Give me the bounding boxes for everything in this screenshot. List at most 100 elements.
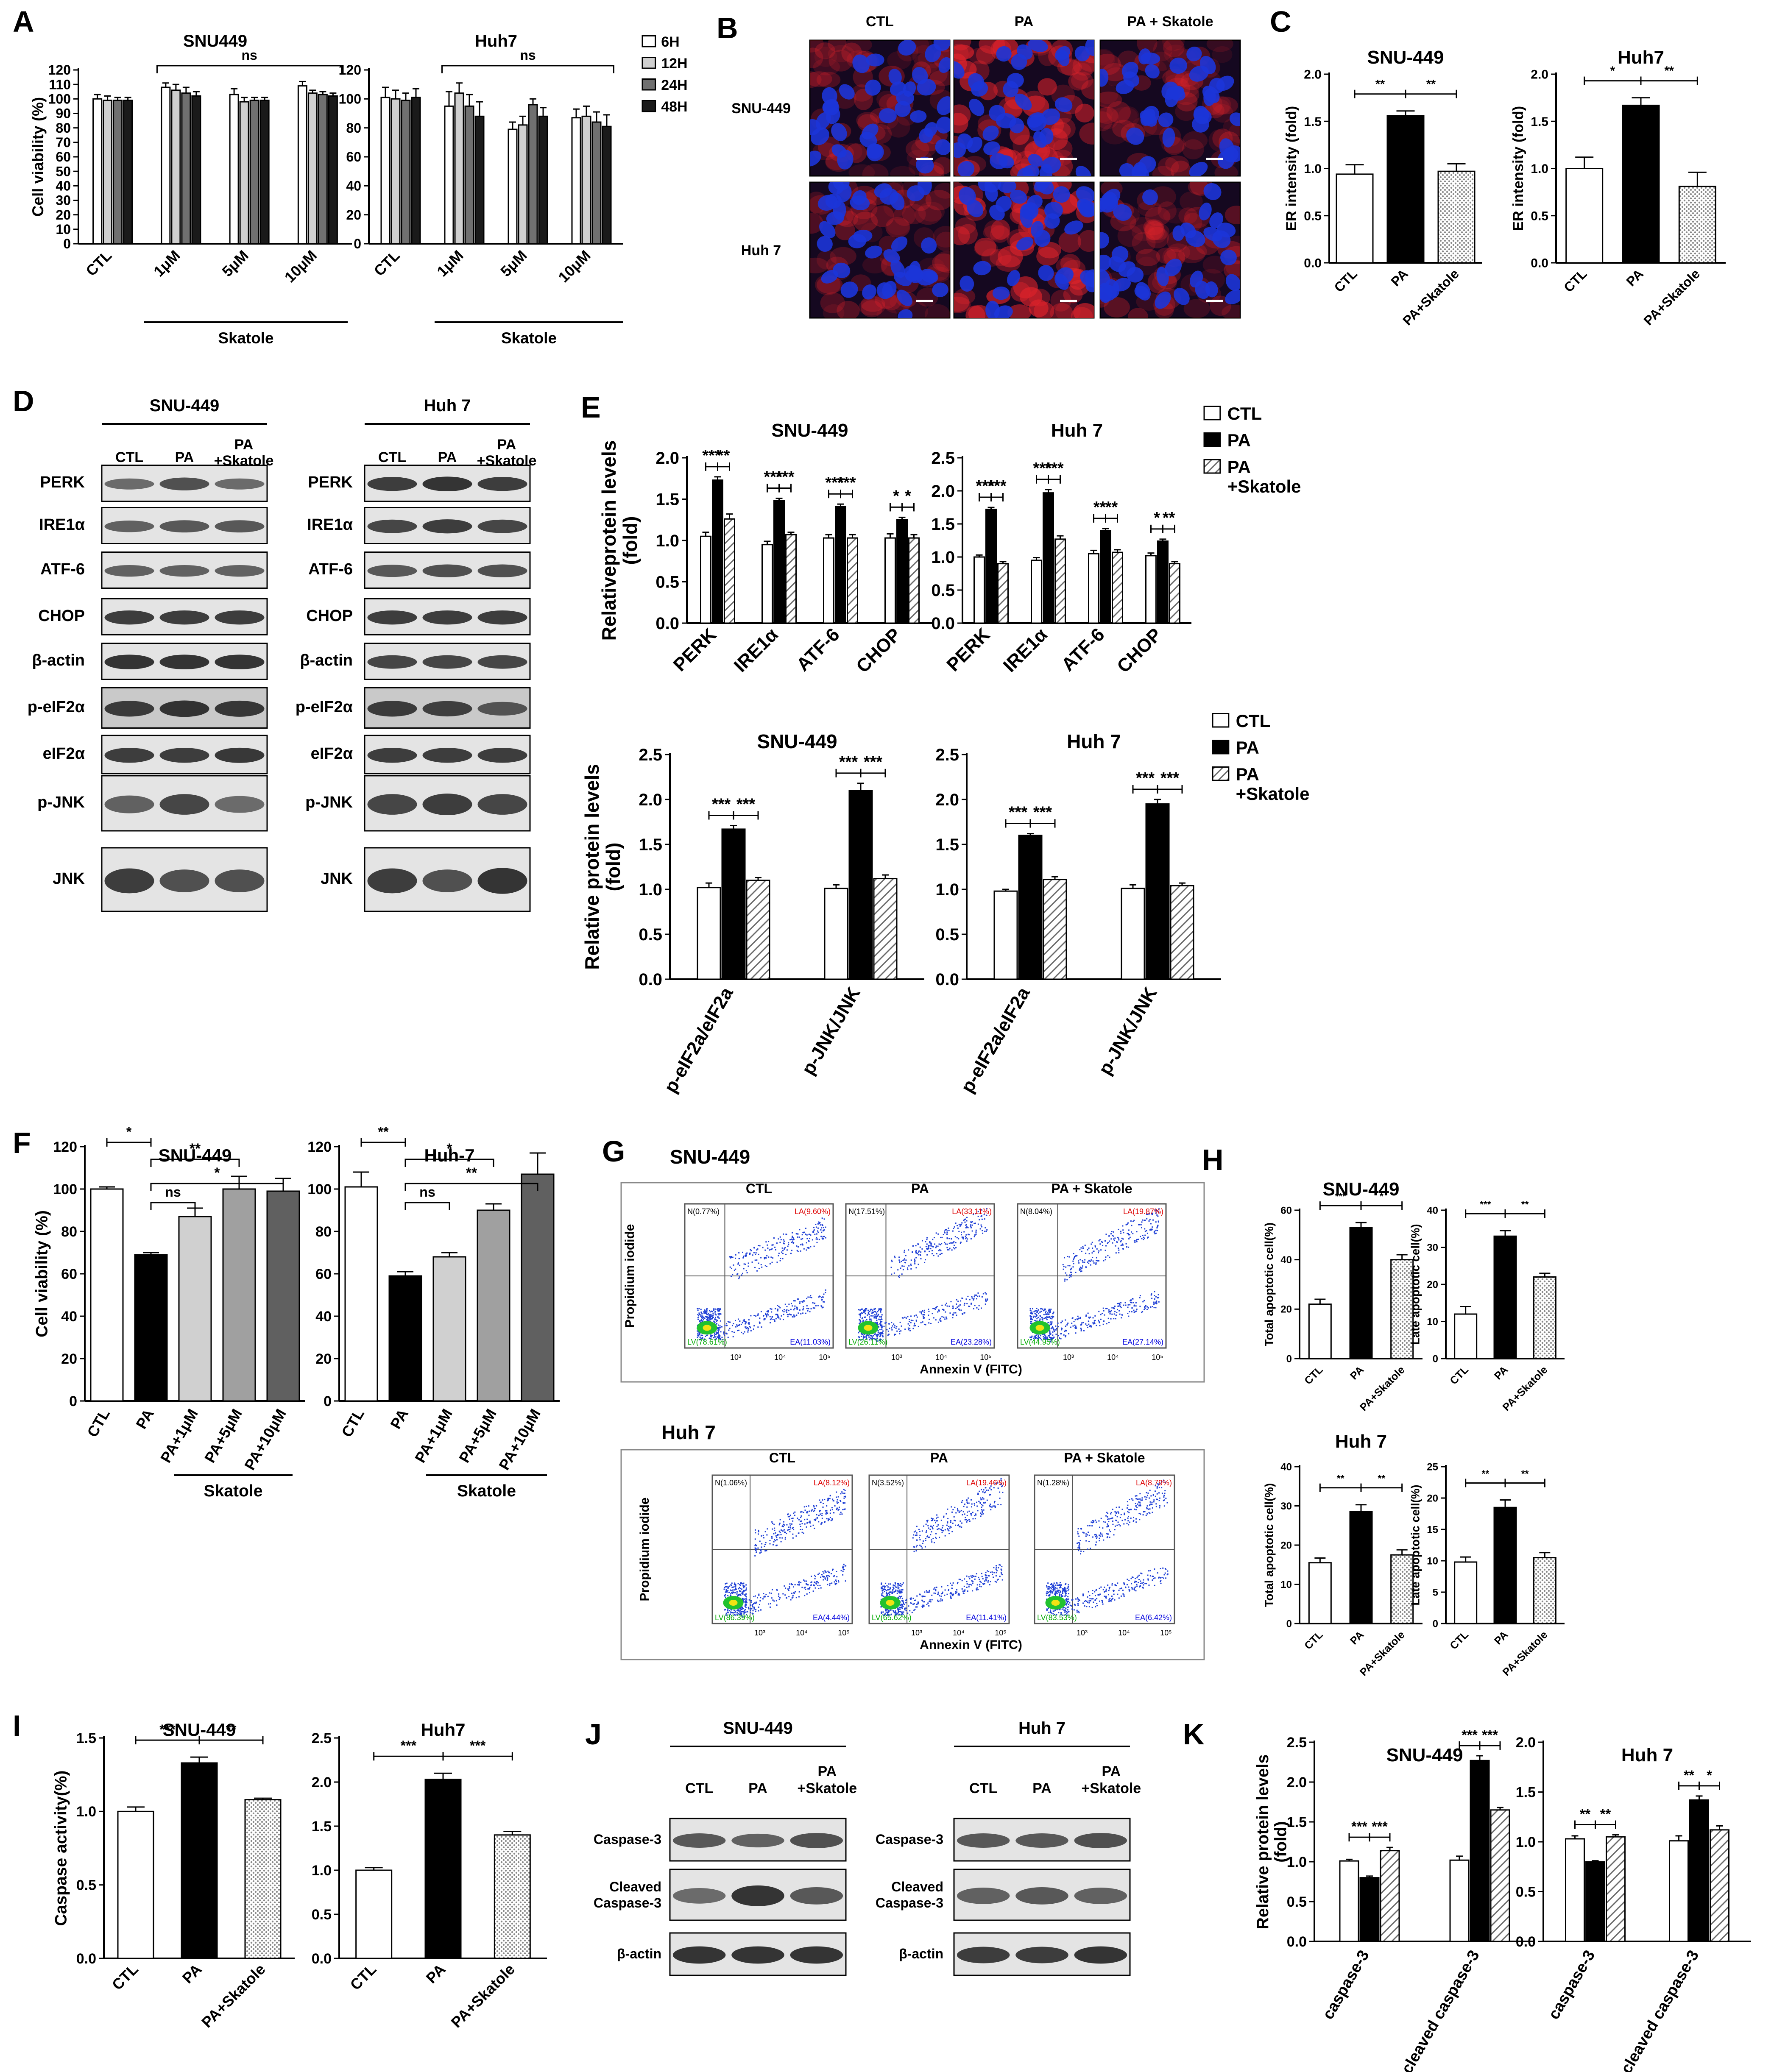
blot-left (101, 735, 268, 774)
blot-band (477, 655, 527, 669)
flow-event (784, 1538, 786, 1540)
flow-event (973, 1296, 975, 1298)
flow-event (912, 1245, 914, 1247)
flow-event (1104, 1314, 1105, 1316)
flow-event (801, 1529, 803, 1530)
flow-event (905, 1259, 907, 1261)
flow-event (969, 1584, 971, 1585)
flow-event (773, 1533, 775, 1535)
flow-event (948, 1533, 950, 1535)
flow-event (720, 1308, 721, 1310)
flow-event (1132, 1220, 1134, 1222)
blot-right (364, 847, 531, 912)
flow-event (753, 1247, 755, 1248)
flow-event (902, 1582, 904, 1584)
flow-event (787, 1314, 788, 1315)
flow-event (711, 1310, 712, 1312)
flow-event (1077, 1600, 1079, 1602)
flow-event (986, 1499, 988, 1501)
flow-event (816, 1242, 818, 1243)
flow-event (719, 1325, 721, 1327)
flow-event (952, 1595, 954, 1596)
flow-event (1135, 1498, 1137, 1500)
nucleus (890, 259, 906, 278)
flow-event (750, 1327, 751, 1328)
flow-event (1165, 1568, 1167, 1570)
nucleus (912, 67, 928, 84)
flow-event (953, 1241, 955, 1242)
flow-event (882, 1592, 884, 1594)
flow-event (1073, 1259, 1074, 1260)
flow-event (1083, 1330, 1085, 1331)
flow-event (789, 1583, 791, 1585)
er-signal (934, 251, 950, 273)
flow-event (822, 1238, 824, 1240)
flow-event (717, 1309, 719, 1311)
er-signal (1100, 111, 1113, 131)
flow-event (798, 1246, 799, 1248)
nucleus (1041, 157, 1061, 174)
flow-event (1119, 1304, 1121, 1306)
flow-event (1060, 1587, 1062, 1588)
flow-event (1067, 1265, 1069, 1267)
blot-band (104, 478, 154, 490)
flow-event (750, 1610, 751, 1611)
flow-event (945, 1304, 946, 1306)
flow-event (1098, 1252, 1099, 1253)
flow-event (901, 1273, 903, 1275)
flow-event (901, 1325, 902, 1327)
nucleus (1138, 48, 1151, 64)
flow-event (919, 1531, 920, 1532)
flow-event (1155, 1307, 1157, 1309)
flow-event (1086, 1325, 1088, 1326)
flow-event (955, 1242, 957, 1244)
flow-event (792, 1241, 793, 1243)
flow-event (820, 1576, 822, 1578)
flow-event (711, 1336, 712, 1338)
nucleus (828, 182, 844, 195)
er-signal (816, 72, 841, 88)
flow-event (948, 1227, 949, 1229)
flow-event (1108, 1322, 1110, 1323)
flow-event (838, 1581, 840, 1583)
flow-event (1085, 1600, 1087, 1601)
flow-event (837, 1580, 839, 1582)
flow-event (776, 1262, 778, 1263)
flow-event (806, 1522, 808, 1524)
flow-event (1124, 1519, 1126, 1521)
flow-event (1131, 1307, 1133, 1309)
flow-event (1139, 1519, 1141, 1521)
flow-event (913, 1531, 915, 1533)
nucleus (862, 123, 879, 139)
flow-event (1153, 1303, 1155, 1305)
flow-event (982, 1491, 984, 1493)
flow-event (798, 1581, 800, 1583)
flow-event (732, 1586, 734, 1588)
flow-event (943, 1316, 945, 1318)
nucleus (1100, 69, 1109, 87)
flow-event (1068, 1588, 1070, 1590)
flow-event (727, 1337, 729, 1338)
flow-event (740, 1323, 742, 1325)
flow-event (1127, 1579, 1128, 1580)
flow-event (898, 1276, 900, 1278)
flow-event (966, 1521, 968, 1523)
flow-event (1088, 1317, 1090, 1318)
nucleus (831, 123, 847, 141)
er-signal (837, 301, 860, 318)
flow-event (1056, 1328, 1057, 1329)
flow-event (935, 1590, 937, 1592)
flow-event (1090, 1264, 1091, 1266)
flow-event (937, 1516, 939, 1518)
flow-event (706, 1318, 708, 1320)
flow-event (713, 1321, 715, 1323)
flow-event (756, 1551, 757, 1553)
flow-event (970, 1227, 972, 1228)
flow-event (782, 1258, 784, 1259)
flow-event (1059, 1585, 1060, 1586)
flow-event (1035, 1334, 1037, 1336)
flow-event (883, 1588, 884, 1590)
flow-event (1091, 1607, 1093, 1608)
flow-event (774, 1320, 775, 1322)
flow-event (964, 1519, 966, 1521)
